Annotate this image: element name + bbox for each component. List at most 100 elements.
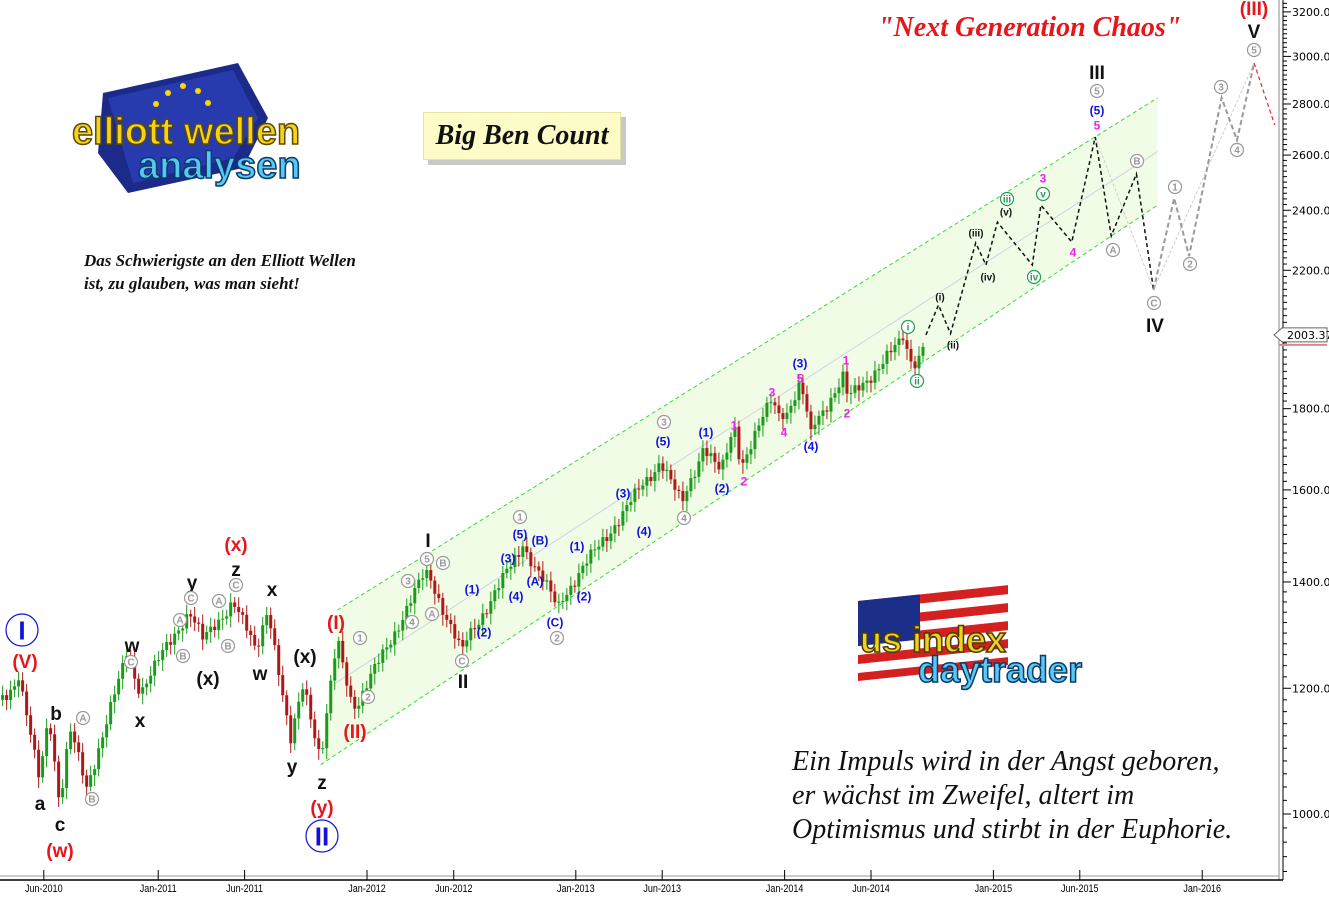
- candle-down: [677, 489, 681, 492]
- candle-up: [117, 678, 121, 695]
- candle-down: [281, 675, 285, 696]
- wave-label-text: I: [425, 531, 430, 552]
- wave-label: 3: [769, 385, 776, 399]
- candle-up: [829, 397, 833, 412]
- candle-down: [277, 645, 281, 676]
- candle-down: [189, 614, 193, 617]
- candle-down: [441, 598, 445, 615]
- wave-label-circle-icon: [1035, 186, 1051, 202]
- wave-label-text: 1: [517, 513, 523, 524]
- candle-down: [541, 570, 545, 582]
- wave-label-text: C: [1150, 299, 1157, 310]
- us-index-daytrader-logo: us index daytrader: [858, 585, 1083, 691]
- candle-up: [589, 549, 593, 564]
- candle-up: [393, 631, 397, 645]
- candle-down: [85, 775, 89, 787]
- wave-label-text: (y): [310, 798, 333, 819]
- candle-up: [481, 613, 485, 625]
- wave-label-text: 4: [409, 618, 415, 629]
- candle-up: [325, 713, 329, 749]
- candle-down: [193, 616, 197, 623]
- candle-down: [525, 546, 529, 553]
- wave-label: (III): [1240, 0, 1269, 20]
- wave-label-text: iii: [1003, 195, 1012, 206]
- candle-down: [309, 694, 313, 720]
- wave-label-text: 2: [1187, 260, 1193, 271]
- wave-label-text: (5): [513, 527, 528, 541]
- wave-label-text: y: [187, 573, 198, 594]
- candle-down: [777, 405, 781, 414]
- wave-label-text: (3): [616, 486, 631, 500]
- candle-down: [705, 448, 709, 457]
- wave-label-text: II: [315, 821, 329, 851]
- candle-up: [721, 459, 725, 470]
- wave-label-circle-icon: [1167, 179, 1183, 195]
- candle-down: [341, 640, 345, 663]
- wave-label: 1: [512, 509, 528, 525]
- wave-label: c: [55, 815, 66, 836]
- candle-down: [5, 695, 9, 700]
- wave-label-text: (4): [509, 589, 524, 603]
- wave-label: (4): [509, 589, 524, 603]
- wave-label-text: a: [35, 794, 46, 815]
- candle-up: [757, 425, 761, 431]
- wave-label-text: (i): [935, 293, 944, 304]
- wave-label: C: [183, 590, 199, 606]
- wave-label-text: B: [224, 642, 231, 653]
- candle-up: [365, 688, 369, 691]
- elliott-wellen-logo: elliott wellen analysen: [71, 63, 301, 193]
- candle-down: [57, 761, 61, 798]
- candle-down: [553, 591, 557, 603]
- wave-label: A: [424, 606, 440, 622]
- wave-label-circle-icon: [404, 614, 420, 630]
- wave-label: w: [252, 664, 268, 685]
- count-label: Big Ben Count: [435, 120, 609, 151]
- candle-up: [1, 695, 5, 700]
- candle-up: [381, 649, 385, 663]
- candle-up: [101, 737, 105, 749]
- candle-up: [333, 658, 337, 681]
- candle-up: [469, 628, 473, 641]
- wave-label-text: 4: [1070, 245, 1077, 259]
- candle-up: [505, 568, 509, 574]
- wave-label-text: (A): [527, 574, 544, 588]
- candle-up: [641, 485, 645, 490]
- candle-up: [65, 749, 69, 789]
- candle-up: [561, 601, 565, 603]
- candle-down: [869, 380, 873, 383]
- wave-label: 3: [1040, 171, 1047, 185]
- wave-label: v: [1035, 186, 1051, 202]
- candle-down: [433, 580, 437, 594]
- wave-label-text: 2: [844, 406, 851, 420]
- candle-up: [569, 585, 573, 595]
- wave-label: 4: [1229, 142, 1245, 158]
- wave-label-circle-icon: [305, 819, 339, 853]
- wave-label: 2: [741, 474, 748, 488]
- y-tick-label: 3200.00: [1292, 6, 1329, 19]
- wave-label-text: 2: [554, 634, 560, 645]
- wave-label: (B): [532, 533, 549, 547]
- wave-label-text: (v): [1000, 208, 1012, 219]
- wave-label: (i): [935, 293, 944, 304]
- candle-down: [529, 552, 533, 567]
- wave-label: (I): [327, 613, 345, 634]
- candle-up: [181, 628, 185, 631]
- wave-label: I: [5, 613, 39, 647]
- candle-down: [437, 593, 441, 599]
- wave-label-circle-icon: [909, 373, 925, 389]
- wave-label-text: c: [55, 815, 66, 836]
- wave-label-text: b: [50, 704, 62, 725]
- wave-label: (5): [1090, 103, 1105, 117]
- wave-label-text: A: [215, 597, 222, 608]
- candle-up: [653, 472, 657, 482]
- wave-label: (w): [46, 841, 73, 862]
- candle-down: [213, 626, 217, 631]
- wave-label-text: 1: [357, 634, 363, 645]
- candle-up: [597, 546, 601, 550]
- wave-label-text: (x): [293, 647, 316, 668]
- candle-up: [301, 689, 305, 702]
- candle-up: [329, 680, 333, 714]
- candle-up: [729, 436, 733, 453]
- wave-label-text: 1: [1172, 183, 1178, 194]
- candle-up: [657, 463, 661, 473]
